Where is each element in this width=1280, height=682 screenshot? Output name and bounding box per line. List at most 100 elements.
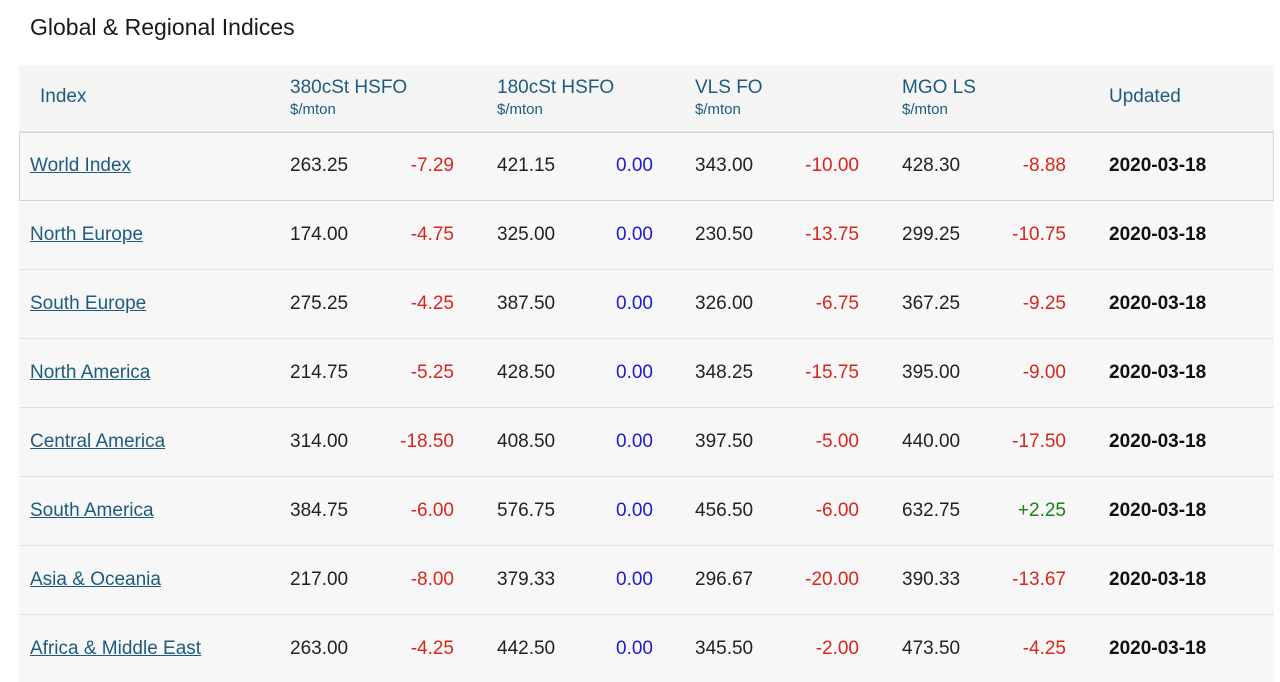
change-vls-fo-cell: -13.75 <box>769 201 859 269</box>
updated-date: 2020-03-18 <box>1109 293 1207 314</box>
price-mgo-ls-cell: 367.25 <box>902 270 960 338</box>
header-updated-label: Updated <box>1109 86 1181 107</box>
change-380cst-hsfo-cell: -18.50 <box>364 408 454 476</box>
table-row: Asia & Oceania 217.00 -8.00 379.33 0.00 296.6… <box>19 546 1274 615</box>
region-link[interactable]: North Europe <box>30 224 144 245</box>
updated-date: 2020-03-18 <box>1109 569 1207 590</box>
price-mgo-ls-cell: 390.33 <box>902 546 960 614</box>
change-mgo-ls-cell: -10.75 <box>976 201 1066 269</box>
header-vls-fo-label: VLS FO <box>695 77 763 98</box>
change-380cst-hsfo-cell: -7.29 <box>364 132 454 200</box>
region-link[interactable]: Asia & Oceania <box>30 569 161 590</box>
change-mgo-ls-cell: -8.88 <box>976 132 1066 200</box>
price-180cst-hsfo: 408.50 <box>497 431 556 452</box>
region-link[interactable]: South Europe <box>30 293 147 314</box>
price-vls-fo: 345.50 <box>695 638 754 659</box>
change-vls-fo: -2.00 <box>815 638 859 659</box>
change-180cst-hsfo: 0.00 <box>616 431 653 452</box>
price-mgo-ls-cell: 428.30 <box>902 132 960 200</box>
change-180cst-hsfo-cell: 0.00 <box>563 546 653 614</box>
change-380cst-hsfo: -7.29 <box>410 155 454 176</box>
price-180cst-hsfo-cell: 421.15 <box>497 132 555 200</box>
updated-date-cell: 2020-03-18 <box>1109 408 1206 476</box>
price-380cst-hsfo-cell: 263.25 <box>290 132 348 200</box>
region-link[interactable]: World Index <box>30 155 132 176</box>
price-180cst-hsfo-cell: 576.75 <box>497 477 555 545</box>
price-380cst-hsfo-cell: 263.00 <box>290 615 348 682</box>
region-link[interactable]: Africa & Middle East <box>30 638 202 659</box>
region-link-cell[interactable]: Africa & Middle East <box>30 615 201 682</box>
region-link-cell[interactable]: Central America <box>30 408 165 476</box>
region-link[interactable]: Central America <box>30 431 166 452</box>
change-vls-fo: -10.00 <box>805 155 859 176</box>
header-180cst-hsfo-label: 180cSt HSFO <box>497 77 615 98</box>
price-180cst-hsfo: 428.50 <box>497 362 556 383</box>
change-mgo-ls-cell: -4.25 <box>976 615 1066 682</box>
updated-date: 2020-03-18 <box>1109 638 1207 659</box>
change-mgo-ls-cell: -13.67 <box>976 546 1066 614</box>
change-180cst-hsfo-cell: 0.00 <box>563 201 653 269</box>
change-380cst-hsfo-cell: -5.25 <box>364 339 454 407</box>
price-180cst-hsfo: 379.33 <box>497 569 556 590</box>
change-180cst-hsfo-cell: 0.00 <box>563 477 653 545</box>
region-link-cell[interactable]: World Index <box>30 132 131 200</box>
price-vls-fo-cell: 348.25 <box>695 339 753 407</box>
price-vls-fo-cell: 230.50 <box>695 201 753 269</box>
region-link-cell[interactable]: South America <box>30 477 154 545</box>
header-index-label: Index <box>40 86 87 107</box>
header-mgo-ls-label: MGO LS <box>902 77 976 98</box>
price-180cst-hsfo-cell: 442.50 <box>497 615 555 682</box>
header-380cst-hsfo-label: 380cSt HSFO <box>290 77 408 98</box>
price-380cst-hsfo-cell: 174.00 <box>290 201 348 269</box>
change-vls-fo: -15.75 <box>805 362 859 383</box>
change-180cst-hsfo: 0.00 <box>616 362 653 383</box>
table-row: South America 384.75 -6.00 576.75 0.00 456.50… <box>19 477 1274 546</box>
change-mgo-ls-cell: -9.25 <box>976 270 1066 338</box>
price-mgo-ls: 395.00 <box>902 362 961 383</box>
price-mgo-ls: 299.25 <box>902 224 961 245</box>
updated-date-cell: 2020-03-18 <box>1109 477 1206 545</box>
price-vls-fo: 296.67 <box>695 569 754 590</box>
region-link[interactable]: South America <box>30 500 154 521</box>
price-vls-fo-cell: 326.00 <box>695 270 753 338</box>
change-180cst-hsfo: 0.00 <box>616 638 653 659</box>
price-mgo-ls-cell: 299.25 <box>902 201 960 269</box>
change-vls-fo-cell: -5.00 <box>769 408 859 476</box>
price-380cst-hsfo: 384.75 <box>290 500 349 521</box>
change-vls-fo-cell: -2.00 <box>769 615 859 682</box>
region-link-cell[interactable]: South Europe <box>30 270 146 338</box>
change-180cst-hsfo: 0.00 <box>616 500 653 521</box>
price-vls-fo-cell: 296.67 <box>695 546 753 614</box>
updated-date: 2020-03-18 <box>1109 224 1207 245</box>
updated-date: 2020-03-18 <box>1109 155 1207 176</box>
change-380cst-hsfo: -5.25 <box>410 362 454 383</box>
table-row: North America 214.75 -5.25 428.50 0.00 348.25… <box>19 339 1274 408</box>
price-180cst-hsfo-cell: 428.50 <box>497 339 555 407</box>
price-vls-fo: 230.50 <box>695 224 754 245</box>
change-vls-fo: -6.75 <box>815 293 859 314</box>
price-380cst-hsfo: 314.00 <box>290 431 349 452</box>
change-180cst-hsfo-cell: 0.00 <box>563 339 653 407</box>
price-180cst-hsfo: 387.50 <box>497 293 556 314</box>
change-380cst-hsfo: -6.00 <box>410 500 454 521</box>
region-link-cell[interactable]: North America <box>30 339 150 407</box>
change-180cst-hsfo-cell: 0.00 <box>563 408 653 476</box>
updated-date: 2020-03-18 <box>1109 362 1207 383</box>
change-vls-fo-cell: -6.00 <box>769 477 859 545</box>
price-mgo-ls: 473.50 <box>902 638 961 659</box>
updated-date-cell: 2020-03-18 <box>1109 546 1206 614</box>
price-380cst-hsfo-cell: 275.25 <box>290 270 348 338</box>
table-body: World Index 263.25 -7.29 421.15 0.00 343.00 -1… <box>19 132 1274 682</box>
updated-date-cell: 2020-03-18 <box>1109 339 1206 407</box>
change-380cst-hsfo-cell: -4.25 <box>364 270 454 338</box>
region-link[interactable]: North America <box>30 362 151 383</box>
updated-date-cell: 2020-03-18 <box>1109 270 1206 338</box>
change-380cst-hsfo-cell: -4.75 <box>364 201 454 269</box>
price-vls-fo-cell: 345.50 <box>695 615 753 682</box>
price-vls-fo-cell: 456.50 <box>695 477 753 545</box>
region-link-cell[interactable]: Asia & Oceania <box>30 546 161 614</box>
region-link-cell[interactable]: North Europe <box>30 201 143 269</box>
change-vls-fo: -20.00 <box>805 569 859 590</box>
section-title: Global & Regional Indices <box>30 14 295 40</box>
